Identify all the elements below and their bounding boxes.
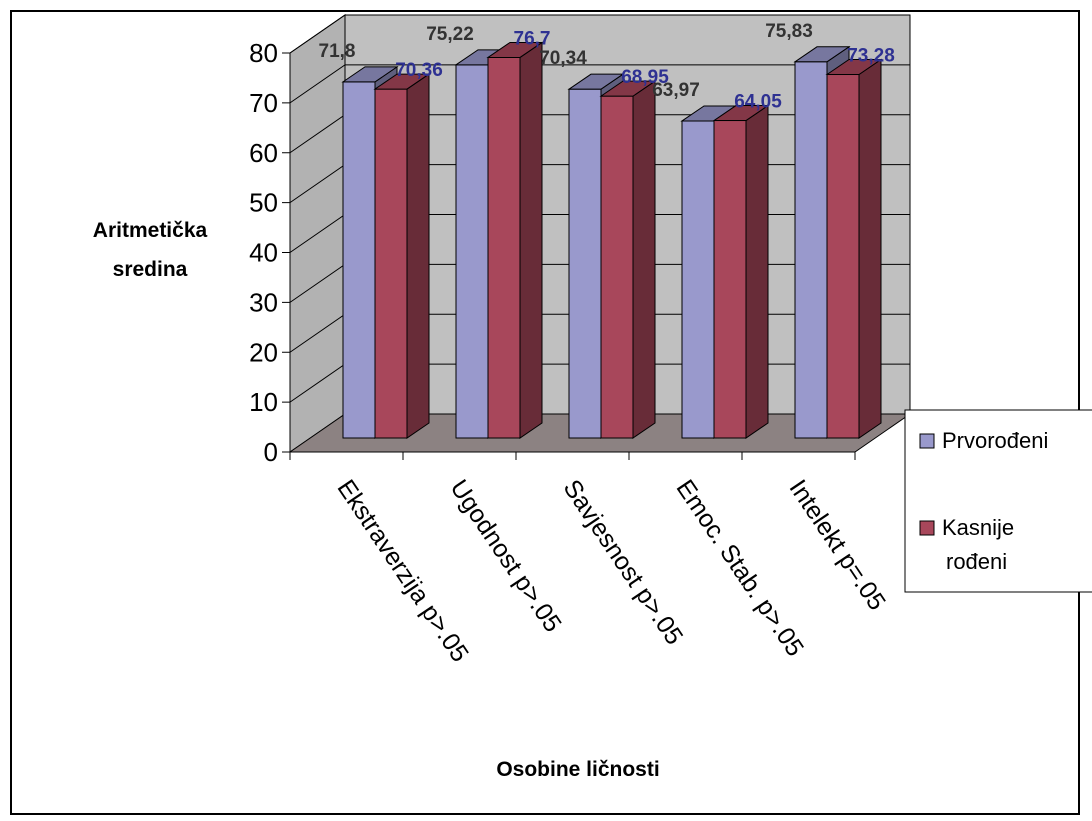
x-category-label-0: Ekstraverzija p>.05: [332, 475, 474, 667]
data-label-1-3: 64,05: [734, 92, 782, 113]
bar-1-3-front: [713, 120, 747, 439]
data-label-1-0: 70,36: [395, 60, 443, 81]
data-label-0-2: 70,34: [539, 48, 587, 69]
data-label-1-4: 73,28: [847, 46, 895, 67]
y-tick-label: 20: [249, 337, 278, 367]
bar-1-0-side: [406, 73, 430, 439]
bar-1-2-side: [632, 80, 656, 439]
legend-swatch-kasnije-rodeni: [919, 520, 935, 536]
x-category-label-1: Ugodnost p>.05: [445, 475, 567, 638]
bar-0-1-front: [455, 64, 489, 439]
legend-label-prvorodeni: Prvorođeni: [942, 428, 1048, 453]
bar-0-0-top: [341, 66, 399, 83]
y-tick-label: 80: [249, 38, 278, 68]
bar-0-0-front: [342, 81, 376, 439]
x-axis-title: Osobine ličnosti: [496, 758, 659, 781]
bar-0-2-top: [567, 73, 625, 90]
gridline: [289, 14, 910, 54]
data-label-0-0: 71,8: [319, 41, 356, 62]
x-category-label-3: Emoc. Stab. p>.05: [671, 475, 810, 662]
y-tick-label: 40: [249, 238, 278, 268]
bar-0-2-front: [568, 88, 602, 439]
bar-1-3-top: [712, 105, 770, 122]
bar-1-4-top: [825, 59, 883, 76]
legend: Prvorođeni Kasnije rođeni: [904, 409, 1092, 593]
bar-1-2-front: [600, 95, 634, 439]
bar-0-3-front: [681, 120, 715, 439]
y-tick-label: 60: [249, 138, 278, 168]
legend-label-kasnije-rodeni-line-1: Kasnije: [942, 515, 1014, 540]
data-label-0-4: 75,83: [765, 21, 813, 42]
y-tick-label: 30: [249, 287, 278, 317]
bar-1-3-side: [745, 104, 769, 439]
bar-1-0-front: [374, 88, 408, 439]
x-category-label-4: Intelekt p=.05: [784, 475, 892, 616]
y-tick-label: 10: [249, 387, 278, 417]
bar-1-1-side: [519, 41, 543, 439]
gridline: [289, 64, 910, 104]
bar-1-4-side: [858, 58, 882, 439]
y-axis-title-line-2: sredina: [113, 258, 188, 281]
bar-1-2-top: [599, 80, 657, 97]
x-category-label-2: Savjesnost p>.05: [558, 475, 689, 650]
data-label-1-1: 76,7: [514, 28, 551, 49]
y-tick-label: 70: [249, 88, 278, 118]
legend-swatch-prvorodeni: [919, 433, 935, 449]
bar-0-4-top: [793, 46, 851, 63]
y-tick-label: 0: [264, 437, 278, 467]
y-axis-title-line-1: Aritmetička: [93, 219, 208, 242]
y-tick-label: 50: [249, 188, 278, 218]
data-label-0-1: 75,22: [426, 24, 474, 45]
data-label-1-2: 68,95: [621, 67, 669, 88]
data-label-0-3: 63,97: [652, 80, 700, 101]
bar-0-4-front: [794, 61, 828, 439]
bar-1-1-top: [486, 41, 544, 58]
bar-1-1-front: [487, 56, 521, 439]
legend-label-kasnije-rodeni-line-2: rođeni: [946, 549, 1007, 574]
bar-1-0-top: [373, 73, 431, 90]
bar-1-4-front: [826, 74, 860, 439]
